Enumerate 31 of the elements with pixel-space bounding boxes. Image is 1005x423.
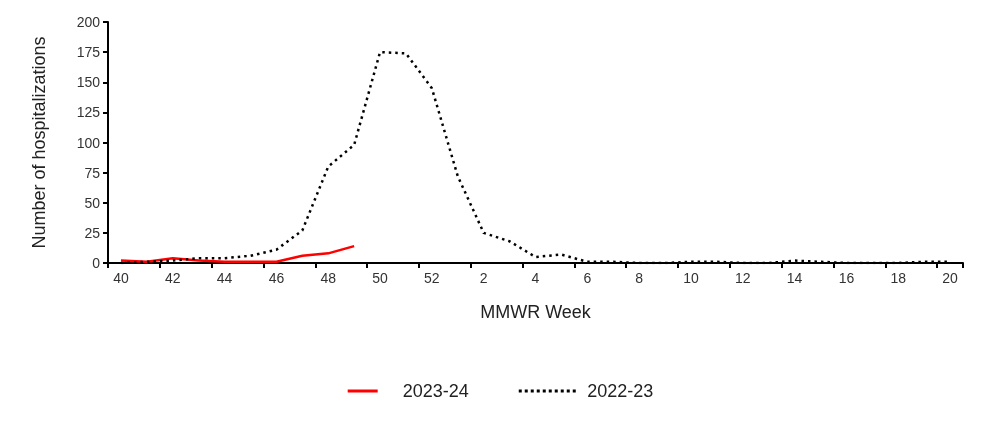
x-tick-label: 40 [113,270,129,286]
x-tick-label: 42 [164,270,181,286]
x-tick-label: 2 [479,270,488,286]
y-tick-label: 200 [76,14,101,30]
x-tick-label: 18 [890,270,907,286]
y-tick-label: 0 [92,255,101,271]
x-tick-label: 20 [942,270,959,286]
y-tick-label: 75 [84,164,101,181]
x-tick-label: 10 [683,270,699,286]
x-tick-label: 50 [372,270,389,286]
x-tick-label: 4 [531,270,540,286]
x-tick-label: 16 [838,270,855,286]
y-tick-label: 125 [76,104,101,121]
x-tick-label: 46 [268,270,285,286]
y-axis-title: Number of hospitalizations [29,36,49,249]
y-tick-label: 25 [84,224,101,241]
y-tick-label: 50 [84,194,101,211]
x-tick-label: 6 [583,270,592,286]
x-tick-label: 48 [320,270,337,286]
x-tick-label: 8 [635,270,644,286]
x-tick-label: 44 [216,270,233,286]
legend-label: 2023-24 [402,381,469,401]
x-tick-label: 14 [786,270,803,286]
y-tick-label: 150 [76,74,101,91]
x-tick-label: 52 [424,270,440,286]
y-tick-label: 175 [76,44,101,61]
line-series [119,244,356,264]
y-tick-label: 100 [76,134,101,151]
x-tick-label: 12 [734,270,751,286]
x-axis-title: MMWR Week [480,302,592,322]
legend-label: 2022-23 [587,381,654,401]
